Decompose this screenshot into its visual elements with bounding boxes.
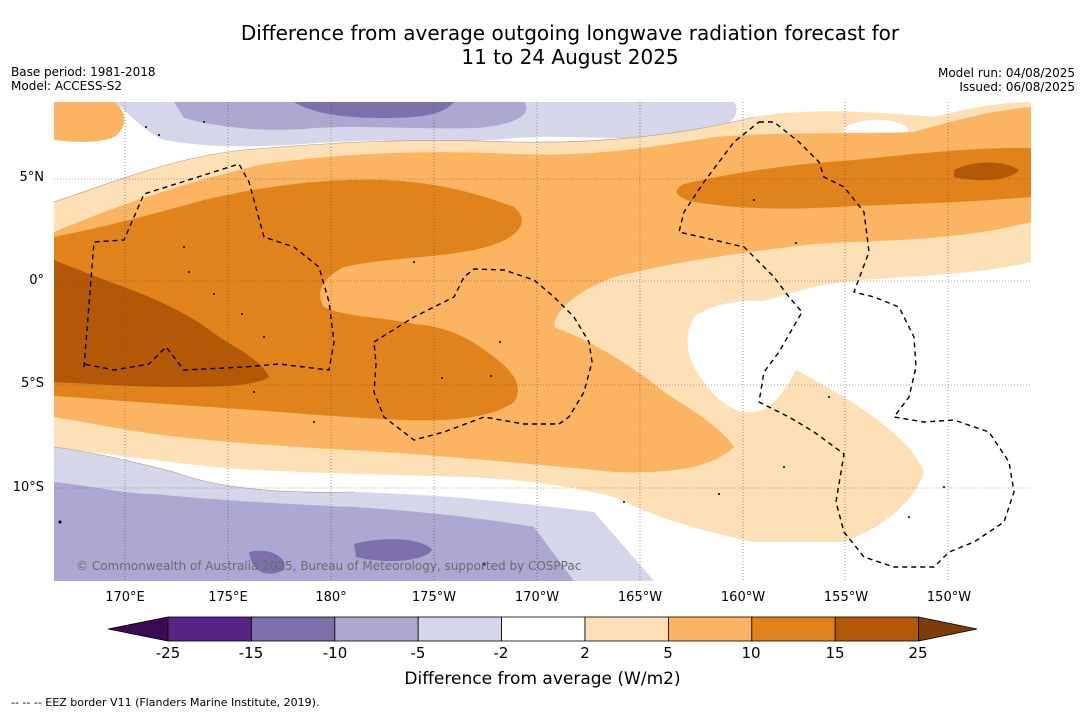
map-title: Difference from average outgoing longwav…: [0, 21, 1085, 69]
model-run: Model run: 04/08/2025: [937, 66, 1075, 80]
colorbar-tick: -10: [322, 644, 348, 662]
lat-label-5n: 5°N: [19, 170, 45, 185]
colorbar-tick: 5: [663, 644, 673, 662]
colorbar-segment: [501, 616, 586, 642]
graticule: [54, 102, 1031, 581]
colorbar-title: Difference from average (W/m2): [404, 669, 681, 689]
colorbar-segment: [334, 616, 419, 642]
lon-label-160w: 160°W: [720, 590, 766, 605]
positive-anomaly-10-15-east: [676, 147, 1031, 209]
colorbar-tick: -25: [155, 644, 181, 662]
colorbar-tick: -2: [493, 644, 509, 662]
colorbar-tick: 2: [580, 644, 590, 662]
model-name: Model: ACCESS-S2: [11, 79, 123, 93]
negative-anomaly-south-mid: [54, 482, 574, 581]
positive-anomaly-5-10-top: [54, 102, 125, 142]
eez-borders: [83, 121, 1015, 568]
lat-label-10s: 10°S: [12, 480, 44, 495]
run-info: Model run: 04/08/2025 Issued: 06/08/2025: [938, 66, 1075, 94]
colorbar-min-arrow: [108, 616, 169, 642]
contour-lines: [54, 116, 755, 493]
colorbar-segment: [668, 616, 753, 642]
lon-label-180: 180°: [315, 590, 347, 605]
anomaly-map: [54, 102, 1031, 581]
lon-label-165w: 165°W: [617, 590, 663, 605]
base-period: Base period: 1981-2018: [11, 65, 156, 79]
lat-label-5s: 5°S: [20, 376, 44, 391]
lat-label-0: 0°: [29, 273, 44, 288]
colorbar: [108, 616, 978, 642]
colorbar-tick: -15: [238, 644, 264, 662]
neutral-pocket: [687, 300, 803, 413]
lon-label-150w: 150°W: [926, 590, 972, 605]
lon-label-170w: 170°W: [514, 590, 560, 605]
lon-label-170e: 170°E: [105, 590, 145, 605]
colorbar-segment: [167, 616, 252, 642]
copyright-notice: © Commonwealth of Australia 2025, Bureau…: [76, 559, 582, 573]
base-info: Base period: 1981-2018 Model: ACCESS-S2: [11, 65, 156, 93]
lon-label-155w: 155°W: [823, 590, 869, 605]
colorbar-segment: [834, 616, 920, 642]
positive-anomaly-15-25: [54, 260, 269, 387]
issued-date: Issued: 06/08/2025: [959, 80, 1075, 94]
negative-anomaly-south-dark-2: [354, 539, 432, 562]
colorbar-tick: -5: [410, 644, 426, 662]
colorbar-max-arrow: [918, 616, 978, 642]
title-line-2: 11 to 24 August 2025: [461, 45, 679, 69]
negative-anomaly-north-dark: [294, 102, 454, 118]
eez-legend-note: -- -- -- EEZ border V11 (Flanders Marine…: [11, 696, 320, 709]
lon-label-175e: 175°E: [208, 590, 248, 605]
title-line-1: Difference from average outgoing longwav…: [240, 21, 900, 45]
colorbar-tick: 15: [825, 644, 845, 662]
lon-label-175w: 175°W: [411, 590, 457, 605]
map-panel: [54, 102, 1031, 581]
island-markers: [58, 121, 945, 566]
colorbar-segment: [751, 616, 836, 642]
colorbar-segment: [250, 616, 336, 642]
positive-anomaly-15-25-east: [954, 162, 1019, 181]
colorbar-segment: [417, 616, 503, 642]
colorbar-tick: 10: [741, 644, 761, 662]
negative-anomaly-south-dark: [249, 550, 285, 574]
colorbar-segment: [584, 616, 669, 642]
colorbar-tick: 25: [908, 644, 928, 662]
